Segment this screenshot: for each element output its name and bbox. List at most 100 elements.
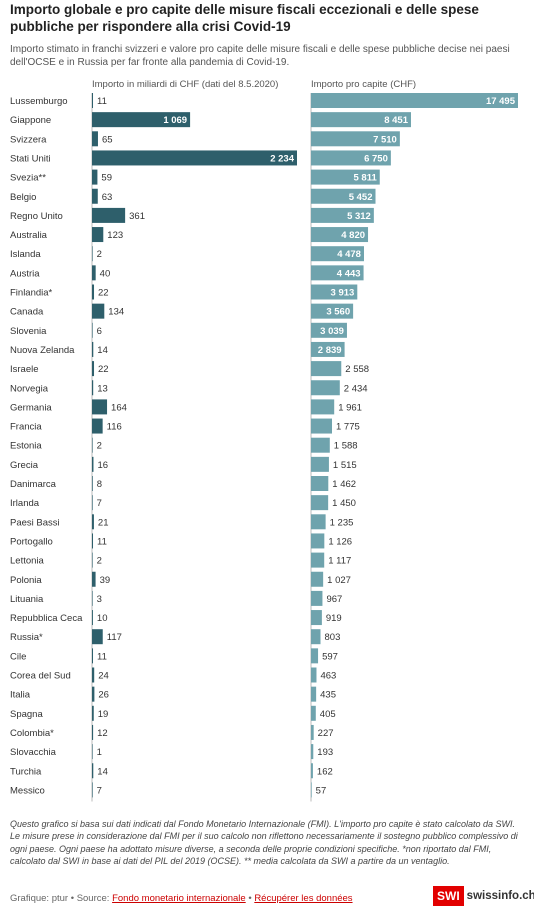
category-label: Canada <box>10 307 44 318</box>
total-bar <box>92 399 108 415</box>
total-bar <box>92 648 94 664</box>
category-label: Spagna <box>10 709 43 720</box>
per-capita-bar <box>311 610 322 626</box>
per-capita-bar <box>311 93 518 108</box>
total-value-label: 63 <box>102 192 113 203</box>
per-capita-bar <box>311 418 333 434</box>
bar-chart: Importo in miliardi di CHF (dati del 8.5… <box>10 79 518 802</box>
total-bar <box>92 667 95 683</box>
total-value-label: 123 <box>107 230 123 241</box>
category-label: Austria <box>10 268 40 279</box>
per-capita-bar <box>311 686 317 702</box>
total-bar <box>92 207 126 223</box>
total-bar <box>92 112 191 128</box>
download-data-link[interactable]: Récupérer les données <box>254 893 353 904</box>
category-label: Islanda <box>10 249 41 260</box>
total-bar <box>92 782 93 798</box>
category-label: Polonia <box>10 575 42 586</box>
per-capita-value-label: 1 961 <box>338 402 362 413</box>
per-capita-value-label: 4 478 <box>337 249 361 260</box>
per-capita-bar <box>311 571 324 587</box>
per-capita-bar <box>311 341 345 357</box>
category-label: Svezia** <box>10 173 46 184</box>
category-label: Russia* <box>10 632 43 643</box>
per-capita-value-label: 1 515 <box>333 460 357 471</box>
total-bar <box>92 763 94 779</box>
total-bar <box>92 188 98 204</box>
total-bar <box>92 169 98 185</box>
per-capita-bar <box>311 648 319 664</box>
total-value-label: 11 <box>97 651 107 662</box>
per-capita-bar <box>311 303 354 319</box>
per-capita-value-label: 1 235 <box>330 517 354 528</box>
total-bar <box>92 724 94 740</box>
footer: Grafique: ptur • Source: Fondo monetario… <box>10 893 353 904</box>
source-link[interactable]: Fondo monetario internazionale <box>112 893 246 904</box>
per-capita-value-label: 967 <box>326 594 342 605</box>
per-capita-bar <box>311 514 326 530</box>
category-label: Cile <box>10 651 26 662</box>
chart-subtitle: Importo stimato in franchi svizzeri e va… <box>10 44 510 68</box>
total-value-label: 117 <box>107 632 122 643</box>
total-value-label: 11 <box>97 96 107 107</box>
total-value-label: 14 <box>97 766 108 777</box>
total-bar <box>92 418 103 434</box>
total-value-label: 11 <box>97 536 107 547</box>
total-value-label: 361 <box>129 211 145 222</box>
category-label: Belgio <box>10 192 36 203</box>
total-bar <box>92 533 94 549</box>
per-capita-bar <box>311 322 347 338</box>
per-capita-value-label: 162 <box>317 766 333 777</box>
total-bar <box>92 437 93 453</box>
per-capita-bar <box>311 112 411 128</box>
category-label: Giappone <box>10 115 51 126</box>
category-label: Regno Unito <box>10 211 63 222</box>
total-value-label: 134 <box>108 307 124 318</box>
per-capita-column-header: Importo pro capite (CHF) <box>311 79 416 90</box>
total-value-label: 1 <box>97 747 102 758</box>
total-bar <box>92 246 93 262</box>
total-bar <box>92 150 297 166</box>
total-value-label: 2 <box>97 441 102 452</box>
chart-title: Importo globale e pro capite delle misur… <box>10 2 479 34</box>
total-value-label: 164 <box>111 402 127 413</box>
total-value-label: 40 <box>100 268 111 279</box>
per-capita-bar <box>311 207 374 223</box>
total-value-label: 8 <box>97 479 102 490</box>
category-label: Finlandia* <box>10 288 53 299</box>
per-capita-value-label: 1 027 <box>327 575 351 586</box>
category-label: Lituania <box>10 594 44 605</box>
total-bar <box>92 131 98 147</box>
total-bar <box>92 303 105 319</box>
per-capita-value-label: 6 750 <box>364 153 388 164</box>
total-bar <box>92 686 95 702</box>
per-capita-value-label: 1 775 <box>336 422 360 433</box>
per-capita-bar <box>311 150 391 166</box>
category-label: Estonia <box>10 441 42 452</box>
category-label: Repubblica Ceca <box>10 613 83 624</box>
total-value-label: 1 069 <box>163 115 187 126</box>
per-capita-value-label: 1 462 <box>332 479 356 490</box>
total-value-label: 2 <box>97 556 102 567</box>
category-label: Paesi Bassi <box>10 517 60 528</box>
per-capita-value-label: 5 811 <box>354 173 378 184</box>
per-capita-value-label: 405 <box>320 709 336 720</box>
total-bar <box>92 265 96 281</box>
total-bar <box>92 571 96 587</box>
category-label: Italia <box>10 690 31 701</box>
per-capita-bar <box>311 476 329 491</box>
per-capita-bar <box>311 495 329 511</box>
total-value-label: 2 <box>97 249 102 260</box>
total-value-label: 22 <box>98 288 109 299</box>
total-value-label: 12 <box>97 728 108 739</box>
category-label: Portogallo <box>10 536 53 547</box>
swissinfo-logo[interactable]: SWI swissinfo.ch <box>433 886 534 906</box>
total-value-label: 21 <box>98 517 109 528</box>
category-label: Corea del Sud <box>10 671 71 682</box>
per-capita-bar <box>311 361 342 377</box>
per-capita-value-label: 2 434 <box>344 383 368 394</box>
total-value-label: 59 <box>101 173 112 184</box>
total-bar <box>92 590 93 606</box>
total-bar <box>92 93 94 108</box>
total-value-label: 116 <box>107 422 122 433</box>
